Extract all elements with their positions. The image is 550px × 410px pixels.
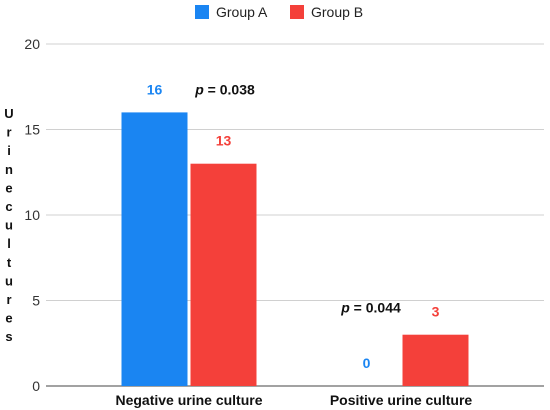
- y-axis-title-letter: c: [5, 199, 12, 214]
- y-axis-title-letter: t: [7, 255, 12, 270]
- x-tick-label-0: Negative urine culture: [115, 392, 262, 408]
- y-axis-title-letter: e: [5, 311, 12, 326]
- data-labels: 16 13 0 3 p = 0.038 p = 0.044: [147, 81, 440, 371]
- bars: [121, 112, 469, 387]
- bar-group-b-0: [190, 163, 257, 386]
- y-axis-title-letter: e: [5, 180, 12, 195]
- y-axis-title-letter: n: [5, 162, 13, 177]
- legend: Group A Group B: [195, 4, 363, 20]
- data-label-group-b-1: 3: [432, 304, 440, 320]
- y-axis-title-letter: l: [7, 236, 11, 251]
- y-axis-title-letter: r: [6, 125, 11, 140]
- legend-label-group-a: Group A: [216, 4, 268, 20]
- y-axis-title-letter: u: [5, 218, 13, 233]
- gridlines: [46, 43, 544, 387]
- data-label-group-b-0: 13: [216, 133, 232, 149]
- p-value-annotation-1: p = 0.044: [340, 300, 401, 316]
- y-tick-label-0: 0: [32, 378, 40, 394]
- y-axis-title-letter: i: [7, 143, 11, 158]
- bar-group-a-0: [121, 112, 188, 387]
- legend-label-group-b: Group B: [311, 4, 363, 20]
- data-label-group-a-0: 16: [147, 81, 163, 97]
- y-tick-label-5: 5: [32, 293, 40, 309]
- bar-group-b-1: [402, 334, 469, 386]
- y-axis-title-letter: s: [5, 329, 12, 344]
- legend-swatch-group-a: [195, 5, 209, 19]
- y-axis-title-letter: U: [4, 106, 13, 121]
- y-tick-label-10: 10: [24, 207, 40, 223]
- x-tick-label-1: Positive urine culture: [330, 392, 473, 408]
- y-tick-label-20: 20: [24, 36, 40, 52]
- data-label-group-a-1: 0: [363, 355, 371, 371]
- y-tick-label-15: 15: [24, 122, 40, 138]
- y-axis-title-letter: u: [5, 273, 13, 288]
- y-axis-title-letter: r: [6, 292, 11, 307]
- p-value-annotation-0: p = 0.038: [194, 81, 255, 97]
- legend-swatch-group-b: [290, 5, 304, 19]
